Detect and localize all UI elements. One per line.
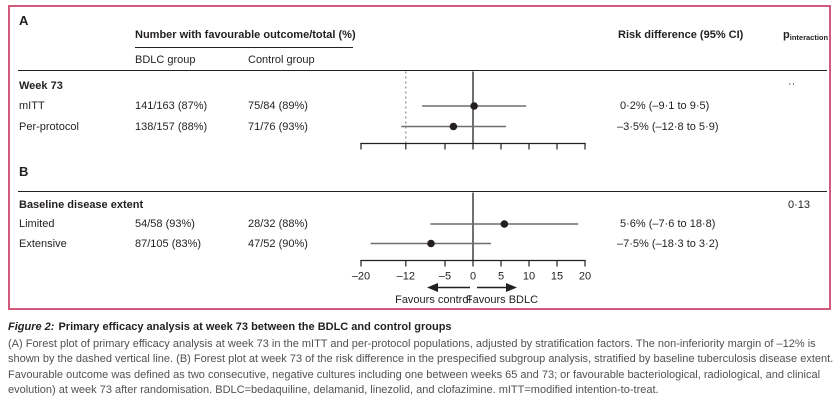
section-baseline-disease-extent: Baseline disease extent: [19, 199, 144, 211]
limited-bdlc-value: 54/58 (93%): [135, 218, 195, 230]
outcome-column-header: Number with favourable outcome/total (%): [135, 29, 356, 41]
extensive-risk-difference: –7·5% (–18·3 to 3·2): [617, 238, 719, 250]
p-value-week73: ··: [788, 78, 796, 90]
risk-difference-header: Risk difference (95% CI): [618, 29, 744, 41]
panel-b-rule: [18, 191, 827, 193]
per-protocol-bdlc-value: 138/157 (88%): [135, 121, 208, 133]
p-interaction-header: pinteraction: [783, 29, 829, 42]
figure-title-text: Primary efficacy analysis at week 73 bet…: [58, 321, 452, 333]
row-label-extensive: Extensive: [19, 238, 67, 250]
row-label-per-protocol: Per-protocol: [19, 121, 79, 133]
row-label-mitt: mITT: [19, 100, 45, 112]
outcome-header-underline: [135, 47, 353, 49]
p-value-baseline-extent: 0·13: [788, 199, 811, 211]
figure-caption-body: (A) Forest plot of primary efficacy anal…: [8, 338, 834, 396]
control-column-header: Control group: [248, 54, 315, 66]
mitt-risk-difference: 0·2% (–9·1 to 9·5): [620, 100, 710, 112]
favours-bdlc-label: Favours BDLC: [465, 294, 539, 306]
limited-control-value: 28/32 (88%): [248, 218, 308, 230]
figure-caption-title: Figure 2: Primary efficacy analysis at we…: [8, 321, 452, 333]
favours-control-label: Favours control: [395, 294, 471, 306]
mitt-bdlc-value: 141/163 (87%): [135, 100, 208, 112]
extensive-bdlc-value: 87/105 (83%): [135, 238, 202, 250]
figure-number: Figure 2:: [8, 321, 55, 333]
per-protocol-risk-difference: –3·5% (–12·8 to 5·9): [617, 121, 719, 133]
section-week73: Week 73: [19, 80, 63, 92]
header-rule: [18, 70, 827, 72]
limited-risk-difference: 5·6% (–7·6 to 18·8): [620, 218, 716, 230]
extensive-control-value: 47/52 (90%): [248, 238, 308, 250]
mitt-control-value: 75/84 (89%): [248, 100, 308, 112]
figure-border: [8, 5, 831, 310]
bdlc-column-header: BDLC group: [135, 54, 196, 66]
row-label-limited: Limited: [19, 218, 55, 230]
per-protocol-control-value: 71/76 (93%): [248, 121, 308, 133]
panel-a-label: A: [19, 13, 29, 28]
panel-b-label: B: [19, 164, 29, 179]
